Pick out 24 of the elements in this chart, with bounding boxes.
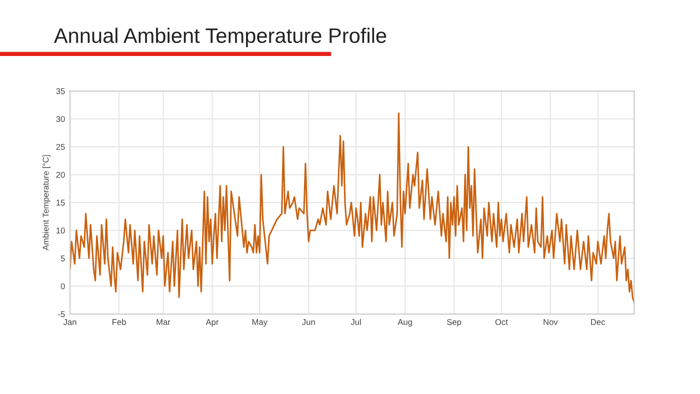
y-tick-label: 25 (56, 144, 65, 150)
y-tick-label: -5 (58, 311, 65, 318)
x-tick-label: Jan (63, 319, 76, 325)
y-tick-label: 20 (56, 172, 65, 178)
line-series (70, 112, 634, 304)
x-tick-label: May (252, 319, 268, 327)
x-tick-label: Dec (591, 319, 606, 325)
x-tick-label: Oct (495, 319, 508, 325)
x-tick-label: Feb (112, 318, 126, 325)
x-tick-label: Jul (350, 318, 361, 325)
y-tick-label: 5 (60, 256, 65, 262)
y-tick-label: 10 (56, 228, 65, 234)
y-tick-label: 35 (56, 88, 65, 94)
y-tick-label: 15 (56, 200, 65, 206)
x-tick-label: Aug (398, 319, 412, 327)
x-tick-label: Mar (156, 319, 170, 325)
x-tick-label: Jun (302, 319, 315, 325)
x-tick-label: Sep (447, 319, 462, 327)
x-tick-label: Nov (544, 319, 558, 325)
chart-title: Annual Ambient Temperature Profile (54, 28, 386, 48)
y-tick-label: 0 (60, 283, 65, 290)
x-tick-label: Apr (206, 319, 219, 327)
y-axis-title: Ambient Temperature [°C] (42, 155, 50, 250)
y-tick-label: 30 (56, 116, 65, 122)
